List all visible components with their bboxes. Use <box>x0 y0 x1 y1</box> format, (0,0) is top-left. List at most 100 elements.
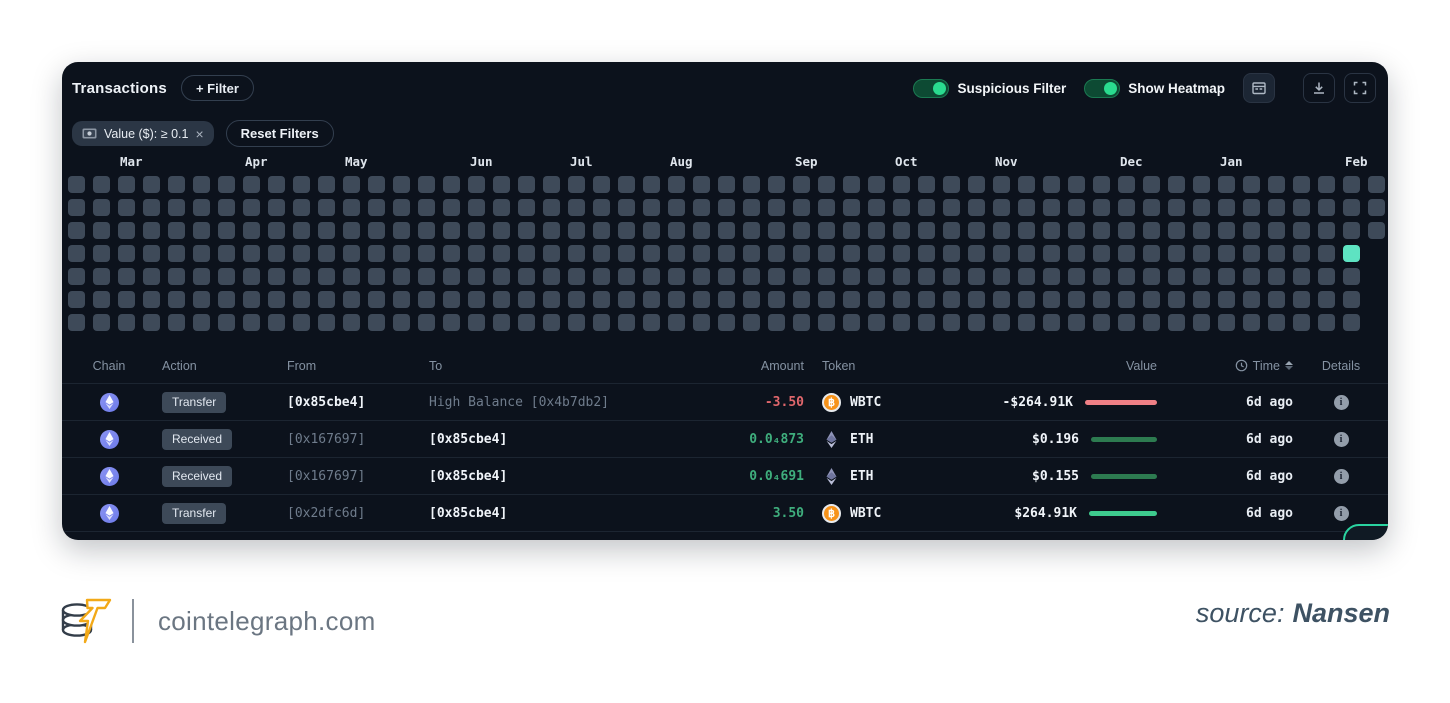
heatmap-cell[interactable] <box>143 199 160 216</box>
heatmap-cell[interactable] <box>943 245 960 262</box>
heatmap-cell[interactable] <box>1118 291 1135 308</box>
heatmap-cell[interactable] <box>93 245 110 262</box>
heatmap-cell[interactable] <box>743 199 760 216</box>
heatmap-cell[interactable] <box>643 222 660 239</box>
heatmap-cell[interactable] <box>343 268 360 285</box>
table-row[interactable]: Transfer [0x85cbe4] High Balance [0x4b7db2… <box>62 384 1388 421</box>
heatmap-cell[interactable] <box>1368 199 1385 216</box>
heatmap-cell[interactable] <box>718 291 735 308</box>
heatmap-cell[interactable] <box>718 268 735 285</box>
heatmap-cell[interactable] <box>843 314 860 331</box>
heatmap-cell[interactable] <box>768 199 785 216</box>
heatmap-cell[interactable] <box>443 222 460 239</box>
heatmap-cell[interactable] <box>643 314 660 331</box>
heatmap-cell[interactable] <box>368 314 385 331</box>
heatmap-cell[interactable] <box>1243 314 1260 331</box>
heatmap-cell[interactable] <box>1068 176 1085 193</box>
heatmap-cell[interactable] <box>1268 314 1285 331</box>
heatmap-cell[interactable] <box>293 268 310 285</box>
heatmap-cell[interactable] <box>218 176 235 193</box>
heatmap-cell[interactable] <box>993 222 1010 239</box>
heatmap-cell[interactable] <box>318 291 335 308</box>
heatmap-cell[interactable] <box>343 222 360 239</box>
heatmap-cell[interactable] <box>518 291 535 308</box>
heatmap-cell[interactable] <box>493 222 510 239</box>
heatmap-cell[interactable] <box>468 199 485 216</box>
heatmap-cell[interactable] <box>543 291 560 308</box>
heatmap-cell[interactable] <box>1043 291 1060 308</box>
cell-to-address[interactable]: High Balance [0x4b7db2] <box>429 394 610 410</box>
heatmap-cell[interactable] <box>693 314 710 331</box>
heatmap-cell[interactable] <box>1343 176 1360 193</box>
heatmap-cell[interactable] <box>193 291 210 308</box>
cell-from-address[interactable]: [0x167697] <box>287 468 366 484</box>
heatmap-cell[interactable] <box>1118 176 1135 193</box>
heatmap-cell[interactable] <box>543 222 560 239</box>
heatmap-cell[interactable] <box>518 176 535 193</box>
heatmap-cell[interactable] <box>1293 222 1310 239</box>
heatmap-cell[interactable] <box>143 245 160 262</box>
heatmap-cell[interactable] <box>1268 199 1285 216</box>
heatmap-cell[interactable] <box>1143 245 1160 262</box>
heatmap-cell[interactable] <box>443 314 460 331</box>
heatmap-cell[interactable] <box>1018 314 1035 331</box>
heatmap-cell[interactable] <box>1093 314 1110 331</box>
heatmap-cell[interactable] <box>893 222 910 239</box>
heatmap-cell[interactable] <box>843 268 860 285</box>
heatmap-cell[interactable] <box>818 222 835 239</box>
heatmap-cell[interactable] <box>143 268 160 285</box>
heatmap-cell[interactable] <box>193 245 210 262</box>
heatmap-cell[interactable] <box>93 222 110 239</box>
heatmap-cell[interactable] <box>268 222 285 239</box>
heatmap-cell[interactable] <box>718 199 735 216</box>
heatmap-cell[interactable] <box>243 268 260 285</box>
heatmap-cell[interactable] <box>318 268 335 285</box>
heatmap-cell[interactable] <box>93 199 110 216</box>
heatmap-cell[interactable] <box>168 176 185 193</box>
heatmap-cell[interactable] <box>68 245 85 262</box>
heatmap-cell[interactable] <box>1193 291 1210 308</box>
value-filter-chip[interactable]: Value ($): ≥ 0.1 × <box>72 121 214 146</box>
heatmap-cell[interactable] <box>1368 222 1385 239</box>
heatmap-cell[interactable] <box>793 199 810 216</box>
heatmap-cell[interactable] <box>893 314 910 331</box>
heatmap-cell[interactable] <box>168 222 185 239</box>
heatmap-cell[interactable] <box>493 199 510 216</box>
heatmap-cell[interactable] <box>93 291 110 308</box>
heatmap-cell[interactable] <box>568 176 585 193</box>
heatmap-cell[interactable] <box>443 245 460 262</box>
heatmap-cell[interactable] <box>1143 222 1160 239</box>
heatmap-cell[interactable] <box>743 176 760 193</box>
heatmap-cell[interactable] <box>593 291 610 308</box>
heatmap-cell[interactable] <box>993 314 1010 331</box>
heatmap-cell[interactable] <box>368 176 385 193</box>
heatmap-cell[interactable] <box>1143 199 1160 216</box>
heatmap-cell[interactable] <box>843 199 860 216</box>
heatmap-cell[interactable] <box>893 268 910 285</box>
heatmap-cell[interactable] <box>393 176 410 193</box>
heatmap-cell[interactable] <box>393 291 410 308</box>
chat-bubble-peek[interactable] <box>1343 524 1388 540</box>
cell-to-address[interactable]: [0x85cbe4] <box>429 431 508 447</box>
heatmap-cell[interactable] <box>918 245 935 262</box>
heatmap-cell[interactable] <box>1118 222 1135 239</box>
heatmap-cell[interactable] <box>1143 314 1160 331</box>
heatmap-cell[interactable] <box>868 314 885 331</box>
heatmap-cell[interactable] <box>1168 176 1185 193</box>
heatmap-cell[interactable] <box>668 245 685 262</box>
heatmap-cell[interactable] <box>268 268 285 285</box>
heatmap-cell[interactable] <box>68 176 85 193</box>
heatmap-cell[interactable] <box>193 268 210 285</box>
heatmap-cell[interactable] <box>718 314 735 331</box>
heatmap-cell[interactable] <box>868 176 885 193</box>
heatmap-cell[interactable] <box>818 199 835 216</box>
heatmap-cell[interactable] <box>1218 291 1235 308</box>
heatmap-cell[interactable] <box>393 268 410 285</box>
heatmap-cell[interactable] <box>543 245 560 262</box>
heatmap-cell[interactable] <box>1343 291 1360 308</box>
heatmap-cell[interactable] <box>743 291 760 308</box>
heatmap-cell[interactable] <box>668 222 685 239</box>
heatmap-cell[interactable] <box>643 268 660 285</box>
heatmap-cell[interactable] <box>968 199 985 216</box>
heatmap-cell[interactable] <box>1168 291 1185 308</box>
